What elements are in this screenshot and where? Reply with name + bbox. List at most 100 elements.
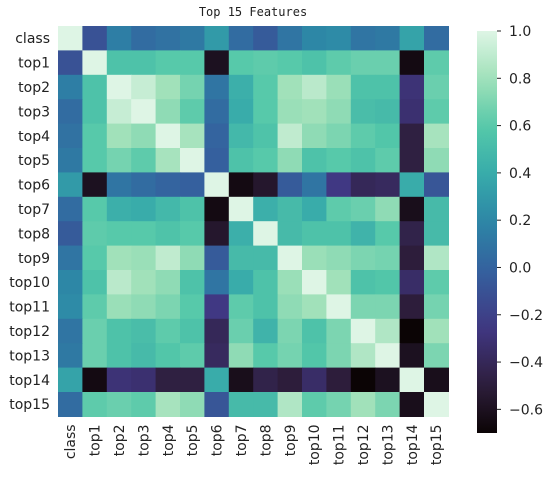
heatmap-cell-top4-top8	[253, 123, 279, 149]
heatmap-cell-top13-top14	[399, 343, 425, 369]
heatmap-cell-top5-top10	[302, 148, 327, 173]
heatmap-cell-top3-top3	[131, 99, 157, 125]
heatmap-cell-top1-top10	[302, 50, 327, 76]
heatmap-cell-top6-top13	[375, 172, 401, 198]
heatmap-cell-class-top5	[180, 26, 205, 51]
heatmap-cell-top13-top13	[375, 343, 401, 369]
heatmap-cell-top6-top9	[277, 172, 303, 198]
chart-title: Top 15 Features	[199, 5, 307, 19]
heatmap-cell-top13-top3	[131, 343, 157, 369]
heatmap-cell-top15-top9	[277, 392, 303, 417]
heatmap-cell-top10-class	[58, 270, 83, 295]
heatmap-cell-top5-top5	[180, 148, 205, 173]
heatmap-cell-top6-class	[58, 172, 83, 198]
heatmap-cell-class-top7	[228, 26, 254, 51]
heatmap-cell-top7-top2	[106, 196, 132, 222]
heatmap-cell-top10-top11	[326, 270, 352, 295]
heatmap-cell-top10-top7	[228, 270, 254, 295]
heatmap-cell-top5-top2	[106, 148, 132, 173]
heatmap-cell-top7-top9	[277, 196, 303, 222]
heatmap-cell-top7-top11	[326, 196, 352, 222]
heatmap-cell-top12-top14	[399, 318, 425, 344]
heatmap-cell-top13-top9	[277, 343, 303, 369]
heatmap-cell-top12-top12	[350, 318, 376, 344]
heatmap-cell-top3-top10	[302, 99, 327, 125]
heatmap-cell-class-top13	[375, 26, 401, 51]
heatmap-cell-top6-top3	[131, 172, 157, 198]
heatmap-cell-top9-top15	[424, 245, 449, 271]
heatmap-cell-top4-top4	[155, 123, 181, 149]
heatmap-cell-top11-top13	[375, 294, 401, 320]
heatmap-cell-top9-top5	[180, 245, 205, 271]
heatmap-cell-top4-top15	[424, 123, 449, 149]
heatmap-cell-top6-top11	[326, 172, 352, 198]
heatmap-cell-top12-top5	[180, 318, 205, 344]
column-label-top6: top6	[210, 424, 226, 456]
heatmap-cell-top9-top10	[302, 245, 327, 271]
heatmap-cell-top8-top14	[399, 221, 425, 247]
colorbar-tick-label: −0.2	[509, 308, 543, 324]
heatmap-cell-top5-top9	[277, 148, 303, 173]
heatmap-cell-top12-top2	[106, 318, 132, 344]
heatmap-cell-top14-top3	[131, 367, 157, 393]
heatmap-cell-top2-top12	[350, 74, 376, 100]
heatmap-cell-top4-top9	[277, 123, 303, 149]
heatmap-cell-top10-top14	[399, 270, 425, 295]
heatmap-cell-top12-top8	[253, 318, 279, 344]
heatmap-cell-top13-top5	[180, 343, 205, 369]
heatmap-cell-top2-top9	[277, 74, 303, 100]
heatmap-cell-top8-top12	[350, 221, 376, 247]
heatmap-cell-class-top1	[82, 26, 108, 51]
heatmap-cell-top11-top11	[326, 294, 352, 320]
column-label-class: class	[63, 424, 79, 459]
heatmap-cell-top9-top6	[204, 245, 230, 271]
heatmap-cells	[58, 26, 449, 417]
heatmap-cell-top2-top6	[204, 74, 230, 100]
heatmap-cell-top11-top9	[277, 294, 303, 320]
heatmap-cell-top12-top1	[82, 318, 108, 344]
heatmap-cell-top12-top4	[155, 318, 181, 344]
heatmap-cell-top9-top4	[155, 245, 181, 271]
heatmap-cell-top14-top5	[180, 367, 205, 393]
row-label-top9: top9	[18, 251, 50, 267]
heatmap-cell-top5-top15	[424, 148, 449, 173]
heatmap-cell-class-top14	[399, 26, 425, 51]
heatmap-cell-top8-top9	[277, 221, 303, 247]
heatmap-cell-top5-top1	[82, 148, 108, 173]
heatmap-cell-top11-top12	[350, 294, 376, 320]
heatmap-cell-top6-top4	[155, 172, 181, 198]
heatmap-cell-top15-top11	[326, 392, 352, 417]
heatmap-cell-top15-top1	[82, 392, 108, 417]
heatmap-cell-top9-top14	[399, 245, 425, 271]
heatmap-cell-top15-top10	[302, 392, 327, 417]
heatmap-cell-top4-top6	[204, 123, 230, 149]
heatmap-cell-top2-top8	[253, 74, 279, 100]
heatmap-cell-top7-top10	[302, 196, 327, 222]
heatmap-cell-top13-class	[58, 343, 83, 369]
heatmap-cell-top11-top10	[302, 294, 327, 320]
heatmap-cell-top10-top15	[424, 270, 449, 295]
heatmap-cell-top5-top11	[326, 148, 352, 173]
heatmap-cell-top7-top8	[253, 196, 279, 222]
heatmap-cell-top10-top12	[350, 270, 376, 295]
heatmap-cell-top2-top2	[106, 74, 132, 100]
colorbar-tick-label: 1.0	[509, 24, 531, 40]
heatmap-cell-top6-top10	[302, 172, 327, 198]
colorbar-ticks: 1.0 0.8 0.6 0.4 0.2 0.0 −0.2 −0.4 −0.6	[497, 24, 543, 418]
heatmap-cell-top4-top10	[302, 123, 327, 149]
heatmap-cell-top2-top3	[131, 74, 157, 100]
heatmap-cell-top11-top6	[204, 294, 230, 320]
heatmap-cell-top1-top9	[277, 50, 303, 76]
heatmap-cell-top15-top13	[375, 392, 401, 417]
heatmap-cell-top8-top1	[82, 221, 108, 247]
heatmap-cell-top14-top2	[106, 367, 132, 393]
heatmap-cell-top9-top3	[131, 245, 157, 271]
heatmap-cell-top7-top3	[131, 196, 157, 222]
colorbar-tick-label: −0.4	[509, 355, 543, 371]
heatmap-cell-class-top3	[131, 26, 157, 51]
row-label-top11: top11	[9, 300, 50, 316]
heatmap-cell-top3-top11	[326, 99, 352, 125]
heatmap-cell-top8-top3	[131, 221, 157, 247]
heatmap-cell-top7-top7	[228, 196, 254, 222]
heatmap-cell-class-top9	[277, 26, 303, 51]
